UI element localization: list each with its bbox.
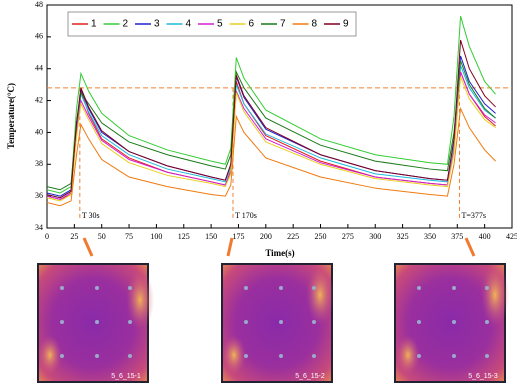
sensor-dots <box>60 286 489 358</box>
legend-label: 9 <box>343 19 349 30</box>
x-tick-label: 275 <box>342 232 354 241</box>
thermal-image: 5_6_15-1 <box>37 263 154 383</box>
series-line <box>46 39 496 199</box>
arrows <box>82 237 476 257</box>
y-tick-label: 48 <box>35 0 43 9</box>
x-tick-label: 225 <box>287 232 299 241</box>
legend-label: 2 <box>123 19 129 30</box>
annotation: T 170s <box>235 211 257 220</box>
x-tick-label: 350 <box>424 232 436 241</box>
series-line <box>46 106 496 207</box>
thermal-image: 5_6_15-3 <box>394 263 509 383</box>
y-tick-label: 38 <box>35 159 43 168</box>
x-tick-label: 425 <box>506 232 517 241</box>
x-tick-label: 25 <box>70 232 78 241</box>
legend-label: 3 <box>154 19 160 30</box>
series-line <box>46 60 496 191</box>
x-tick-label: 325 <box>397 232 409 241</box>
legend-label: 5 <box>217 19 223 30</box>
x-tick-label: 0 <box>45 232 49 241</box>
legend-label: 6 <box>249 19 255 30</box>
y-tick-label: 34 <box>35 223 43 232</box>
y-tick-label: 44 <box>35 64 43 73</box>
image-label: 5_6_15-2 <box>295 373 325 380</box>
x-tick-label: 200 <box>260 232 272 241</box>
image-label: 5_6_15-3 <box>468 373 498 380</box>
legend-label: 1 <box>91 19 97 30</box>
y-tick-label: 40 <box>35 127 43 136</box>
legend-label: 7 <box>280 19 286 30</box>
y-axis-label: Temperature(°C) <box>6 83 16 149</box>
y-tick-label: 42 <box>35 95 43 104</box>
series-line <box>46 55 496 197</box>
annotation: T=377s <box>461 211 486 220</box>
x-axis-label: Time(s) <box>265 248 294 258</box>
series-line <box>46 16 496 194</box>
x-tick-label: 400 <box>479 232 491 241</box>
x-tick-label: 300 <box>369 232 381 241</box>
y-tick-label: 46 <box>35 32 43 41</box>
series-line <box>46 76 496 202</box>
x-tick-label: 50 <box>98 232 106 241</box>
x-tick-label: 75 <box>125 232 133 241</box>
x-tick-label: 150 <box>205 232 217 241</box>
x-tick-label: 100 <box>150 232 162 241</box>
y-tick-label: 36 <box>35 191 43 200</box>
x-tick-label: 125 <box>178 232 190 241</box>
legend-label: 4 <box>186 19 192 30</box>
x-tick-label: 175 <box>232 232 244 241</box>
thermal-image: 5_6_15-2 <box>221 263 334 383</box>
annotation: T 30s <box>82 211 100 220</box>
legend-label: 8 <box>312 19 318 30</box>
x-tick-label: 375 <box>451 232 463 241</box>
plot-frame <box>46 4 513 229</box>
x-tick-label: 250 <box>315 232 327 241</box>
image-label: 5_6_15-1 <box>111 373 141 380</box>
